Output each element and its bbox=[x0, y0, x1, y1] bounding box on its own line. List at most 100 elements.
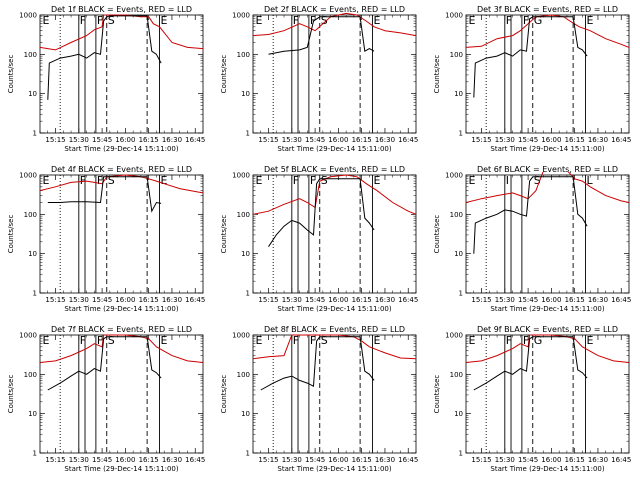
panel-det-3: Det 3f BLACK = Events, RED = LLD 1 10 100 10… bbox=[433, 5, 631, 153]
y-axis-label: Counts/sec bbox=[433, 215, 441, 254]
marker-label: G bbox=[534, 334, 543, 347]
x-tick-label: 16:30 bbox=[162, 456, 182, 464]
x-axis-label: Start Time (29-Dec-14 15:11:00) bbox=[490, 305, 604, 313]
x-tick-label: 16:45 bbox=[611, 456, 631, 464]
panel-det-7: Det 7f BLACK = Events, RED = LLD 1 10 100 10… bbox=[7, 325, 205, 473]
y-tick-label: 1000 bbox=[19, 172, 37, 180]
lld-series-line bbox=[40, 334, 203, 363]
x-tick-label: 15:30 bbox=[69, 456, 89, 464]
x-tick-label: 15:30 bbox=[282, 136, 302, 144]
x-tick-label: 16:15 bbox=[139, 456, 159, 464]
y-tick-label: 1000 bbox=[19, 332, 37, 340]
panel-title: Det 1f BLACK = Events, RED = LLD bbox=[51, 5, 192, 14]
lld-series-line bbox=[466, 14, 629, 48]
x-tick-label: 16:15 bbox=[352, 296, 372, 304]
marker-label: F bbox=[97, 14, 103, 27]
marker-label: F bbox=[97, 334, 103, 347]
y-tick-label: 10 bbox=[454, 90, 463, 98]
y-tick-label: 10 bbox=[241, 90, 250, 98]
y-axis-label: Counts/sec bbox=[220, 215, 228, 254]
y-axis-label: Counts/sec bbox=[220, 55, 228, 94]
marker-label: F bbox=[80, 14, 86, 27]
y-tick-label: 10 bbox=[28, 250, 37, 258]
panel-det-1: Det 1f BLACK = Events, RED = LLD 1 10 100 10… bbox=[7, 5, 205, 153]
panel-title: Det 2f BLACK = Events, RED = LLD bbox=[264, 5, 405, 14]
marker-label: E bbox=[161, 14, 168, 27]
x-tick-label: 16:30 bbox=[162, 136, 182, 144]
lld-series-line bbox=[40, 14, 203, 51]
y-tick-label: 100 bbox=[24, 371, 37, 379]
x-tick-label: 16:15 bbox=[565, 456, 585, 464]
lld-series-line bbox=[253, 174, 416, 215]
x-tick-label: 15:30 bbox=[495, 136, 515, 144]
marker-label: E bbox=[374, 14, 381, 27]
x-tick-label: 16:30 bbox=[588, 296, 608, 304]
x-tick-label: 16:45 bbox=[611, 296, 631, 304]
x-tick-label: 15:30 bbox=[495, 456, 515, 464]
panel-title: Det 8f BLACK = Events, RED = LLD bbox=[264, 325, 405, 334]
x-axis-label: Start Time (29-Dec-14 15:11:00) bbox=[490, 465, 604, 473]
y-axis-label: Counts/sec bbox=[220, 375, 228, 414]
x-tick-label: 15:15 bbox=[45, 456, 65, 464]
x-axis-label: Start Time (29-Dec-14 15:11:00) bbox=[490, 145, 604, 153]
marker-label: F bbox=[310, 174, 316, 187]
x-tick-label: 15:15 bbox=[471, 456, 491, 464]
panel-det-9: Det 9f BLACK = Events, RED = LLD 1 10 100 10… bbox=[433, 325, 631, 473]
x-tick-label: 16:00 bbox=[115, 456, 135, 464]
x-tick-label: 16:45 bbox=[611, 136, 631, 144]
lld-series-line bbox=[253, 334, 416, 360]
x-tick-label: 15:45 bbox=[518, 296, 538, 304]
y-axis-label: Counts/sec bbox=[7, 215, 15, 254]
y-tick-label: 1 bbox=[246, 130, 250, 138]
y-tick-label: 100 bbox=[450, 211, 463, 219]
x-tick-label: 15:15 bbox=[45, 296, 65, 304]
y-tick-label: 100 bbox=[237, 371, 250, 379]
x-tick-label: 15:15 bbox=[258, 456, 278, 464]
marker-label: E bbox=[469, 174, 476, 187]
y-tick-label: 100 bbox=[237, 211, 250, 219]
marker-label: E bbox=[469, 334, 476, 347]
marker-label: F bbox=[310, 334, 316, 347]
panel-title: Det 5f BLACK = Events, RED = LLD bbox=[264, 165, 405, 174]
plot-frame bbox=[465, 174, 630, 294]
lld-series-line bbox=[466, 334, 629, 363]
marker-label: S bbox=[108, 174, 115, 187]
x-tick-label: 16:00 bbox=[328, 456, 348, 464]
x-tick-label: 16:45 bbox=[185, 296, 205, 304]
marker-label: F bbox=[293, 334, 299, 347]
y-tick-label: 1000 bbox=[232, 332, 250, 340]
y-tick-label: 1000 bbox=[19, 12, 37, 20]
x-tick-label: 15:45 bbox=[92, 136, 112, 144]
x-tick-label: 16:15 bbox=[139, 136, 159, 144]
y-tick-label: 10 bbox=[28, 410, 37, 418]
y-tick-label: 100 bbox=[24, 211, 37, 219]
x-axis-label: Start Time (29-Dec-14 15:11:00) bbox=[64, 465, 178, 473]
panel-title: Det 3f BLACK = Events, RED = LLD bbox=[477, 5, 618, 14]
marker-label: S bbox=[321, 14, 328, 27]
panel-det-2: Det 2f BLACK = Events, RED = LLD 1 10 100 10… bbox=[220, 5, 418, 153]
x-tick-label: 15:45 bbox=[92, 296, 112, 304]
y-tick-label: 1000 bbox=[445, 332, 463, 340]
marker-label: E bbox=[256, 174, 263, 187]
events-series-line bbox=[47, 336, 162, 391]
marker-label: F bbox=[506, 14, 512, 27]
marker-label: F bbox=[523, 334, 529, 347]
x-tick-label: 15:45 bbox=[92, 456, 112, 464]
marker-label: F bbox=[506, 334, 512, 347]
events-series-line bbox=[268, 16, 375, 55]
plot-frame bbox=[465, 14, 630, 134]
x-tick-label: 15:30 bbox=[495, 296, 515, 304]
y-tick-label: 1000 bbox=[232, 172, 250, 180]
x-tick-label: 16:15 bbox=[352, 136, 372, 144]
lld-series-line bbox=[466, 172, 629, 203]
y-tick-label: 100 bbox=[237, 51, 250, 59]
y-tick-label: 1000 bbox=[232, 12, 250, 20]
marker-label: E bbox=[374, 334, 381, 347]
x-axis-label: Start Time (29-Dec-14 15:11:00) bbox=[277, 465, 391, 473]
plot-frame bbox=[252, 334, 417, 454]
x-tick-label: 16:00 bbox=[328, 296, 348, 304]
x-tick-label: 16:00 bbox=[541, 296, 561, 304]
x-tick-label: 16:00 bbox=[115, 296, 135, 304]
marker-label: F bbox=[523, 14, 529, 27]
